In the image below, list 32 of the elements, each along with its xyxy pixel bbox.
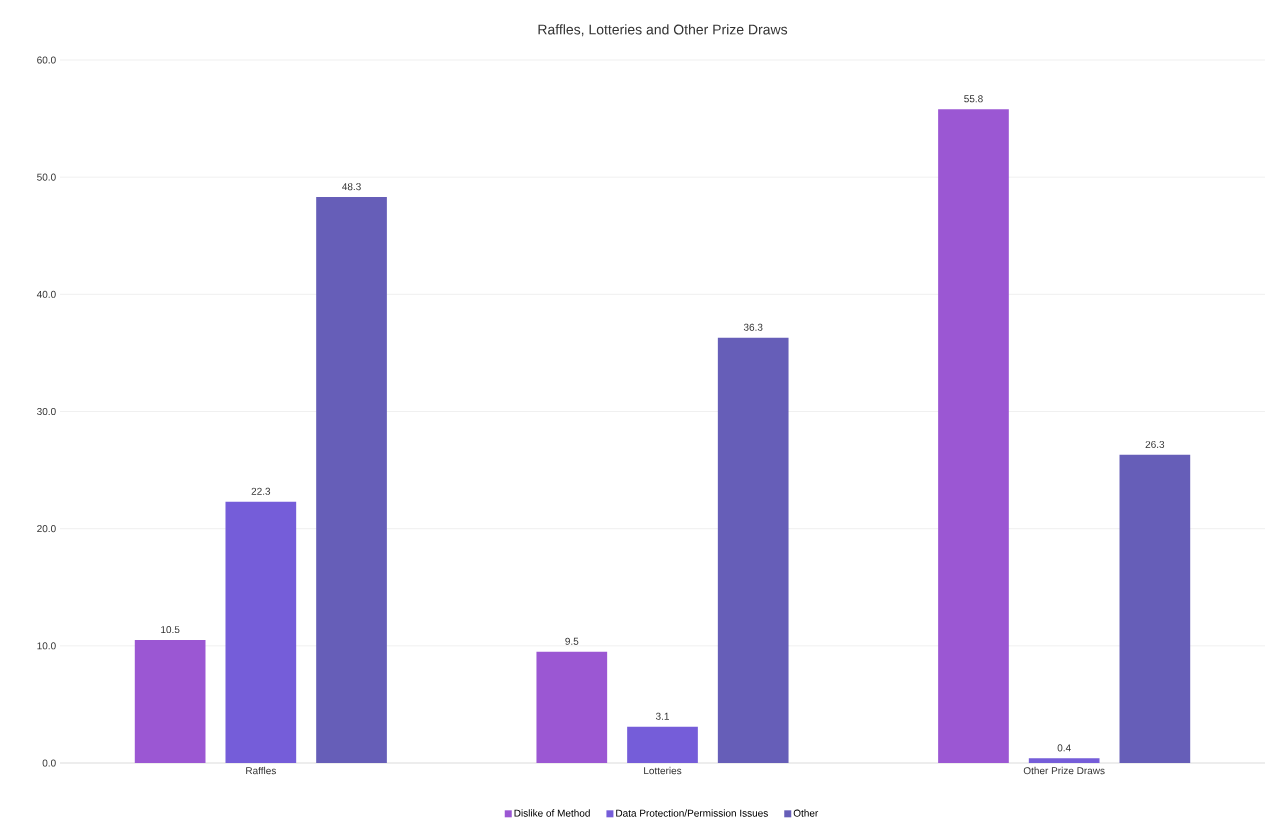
bar xyxy=(316,197,387,763)
data-label: 36.3 xyxy=(743,323,763,331)
data-label: 9.5 xyxy=(565,637,579,645)
y-tick-label: 10.0 xyxy=(37,642,56,650)
bar xyxy=(627,726,698,763)
bar xyxy=(1119,454,1191,763)
data-label: 3.1 xyxy=(655,712,669,720)
y-tick-label: 60.0 xyxy=(37,56,56,64)
bar xyxy=(134,639,206,763)
y-tick-label: 30.0 xyxy=(37,407,56,416)
legend-label: Dislike of Method xyxy=(514,809,590,817)
x-tick-label: Lotteries xyxy=(644,766,682,775)
legend-label: Data Protection/Permission Issues xyxy=(616,809,768,817)
data-label: 48.3 xyxy=(342,183,361,191)
x-tick-label: Raffles xyxy=(246,766,276,775)
data-label: 0.4 xyxy=(1057,744,1071,752)
y-tick-label: 20.0 xyxy=(37,525,56,533)
legend-label: Other xyxy=(793,809,819,817)
bar xyxy=(1028,758,1100,763)
bar xyxy=(225,501,297,763)
data-label: 26.3 xyxy=(1145,440,1165,448)
bar xyxy=(717,337,789,763)
y-tick-label: 50.0 xyxy=(37,173,56,181)
data-label: 10.5 xyxy=(161,626,180,634)
data-label: 22.3 xyxy=(251,487,271,495)
x-tick-label: Other Prize Draws xyxy=(1023,766,1105,775)
bar xyxy=(938,109,1009,763)
data-label: 55.8 xyxy=(964,95,983,103)
y-tick-label: 40.0 xyxy=(36,290,56,298)
chart-title: Raffles, Lotteries and Other Prize Draws xyxy=(538,24,788,37)
y-tick-label: 0.0 xyxy=(42,759,56,767)
bar xyxy=(536,651,608,763)
